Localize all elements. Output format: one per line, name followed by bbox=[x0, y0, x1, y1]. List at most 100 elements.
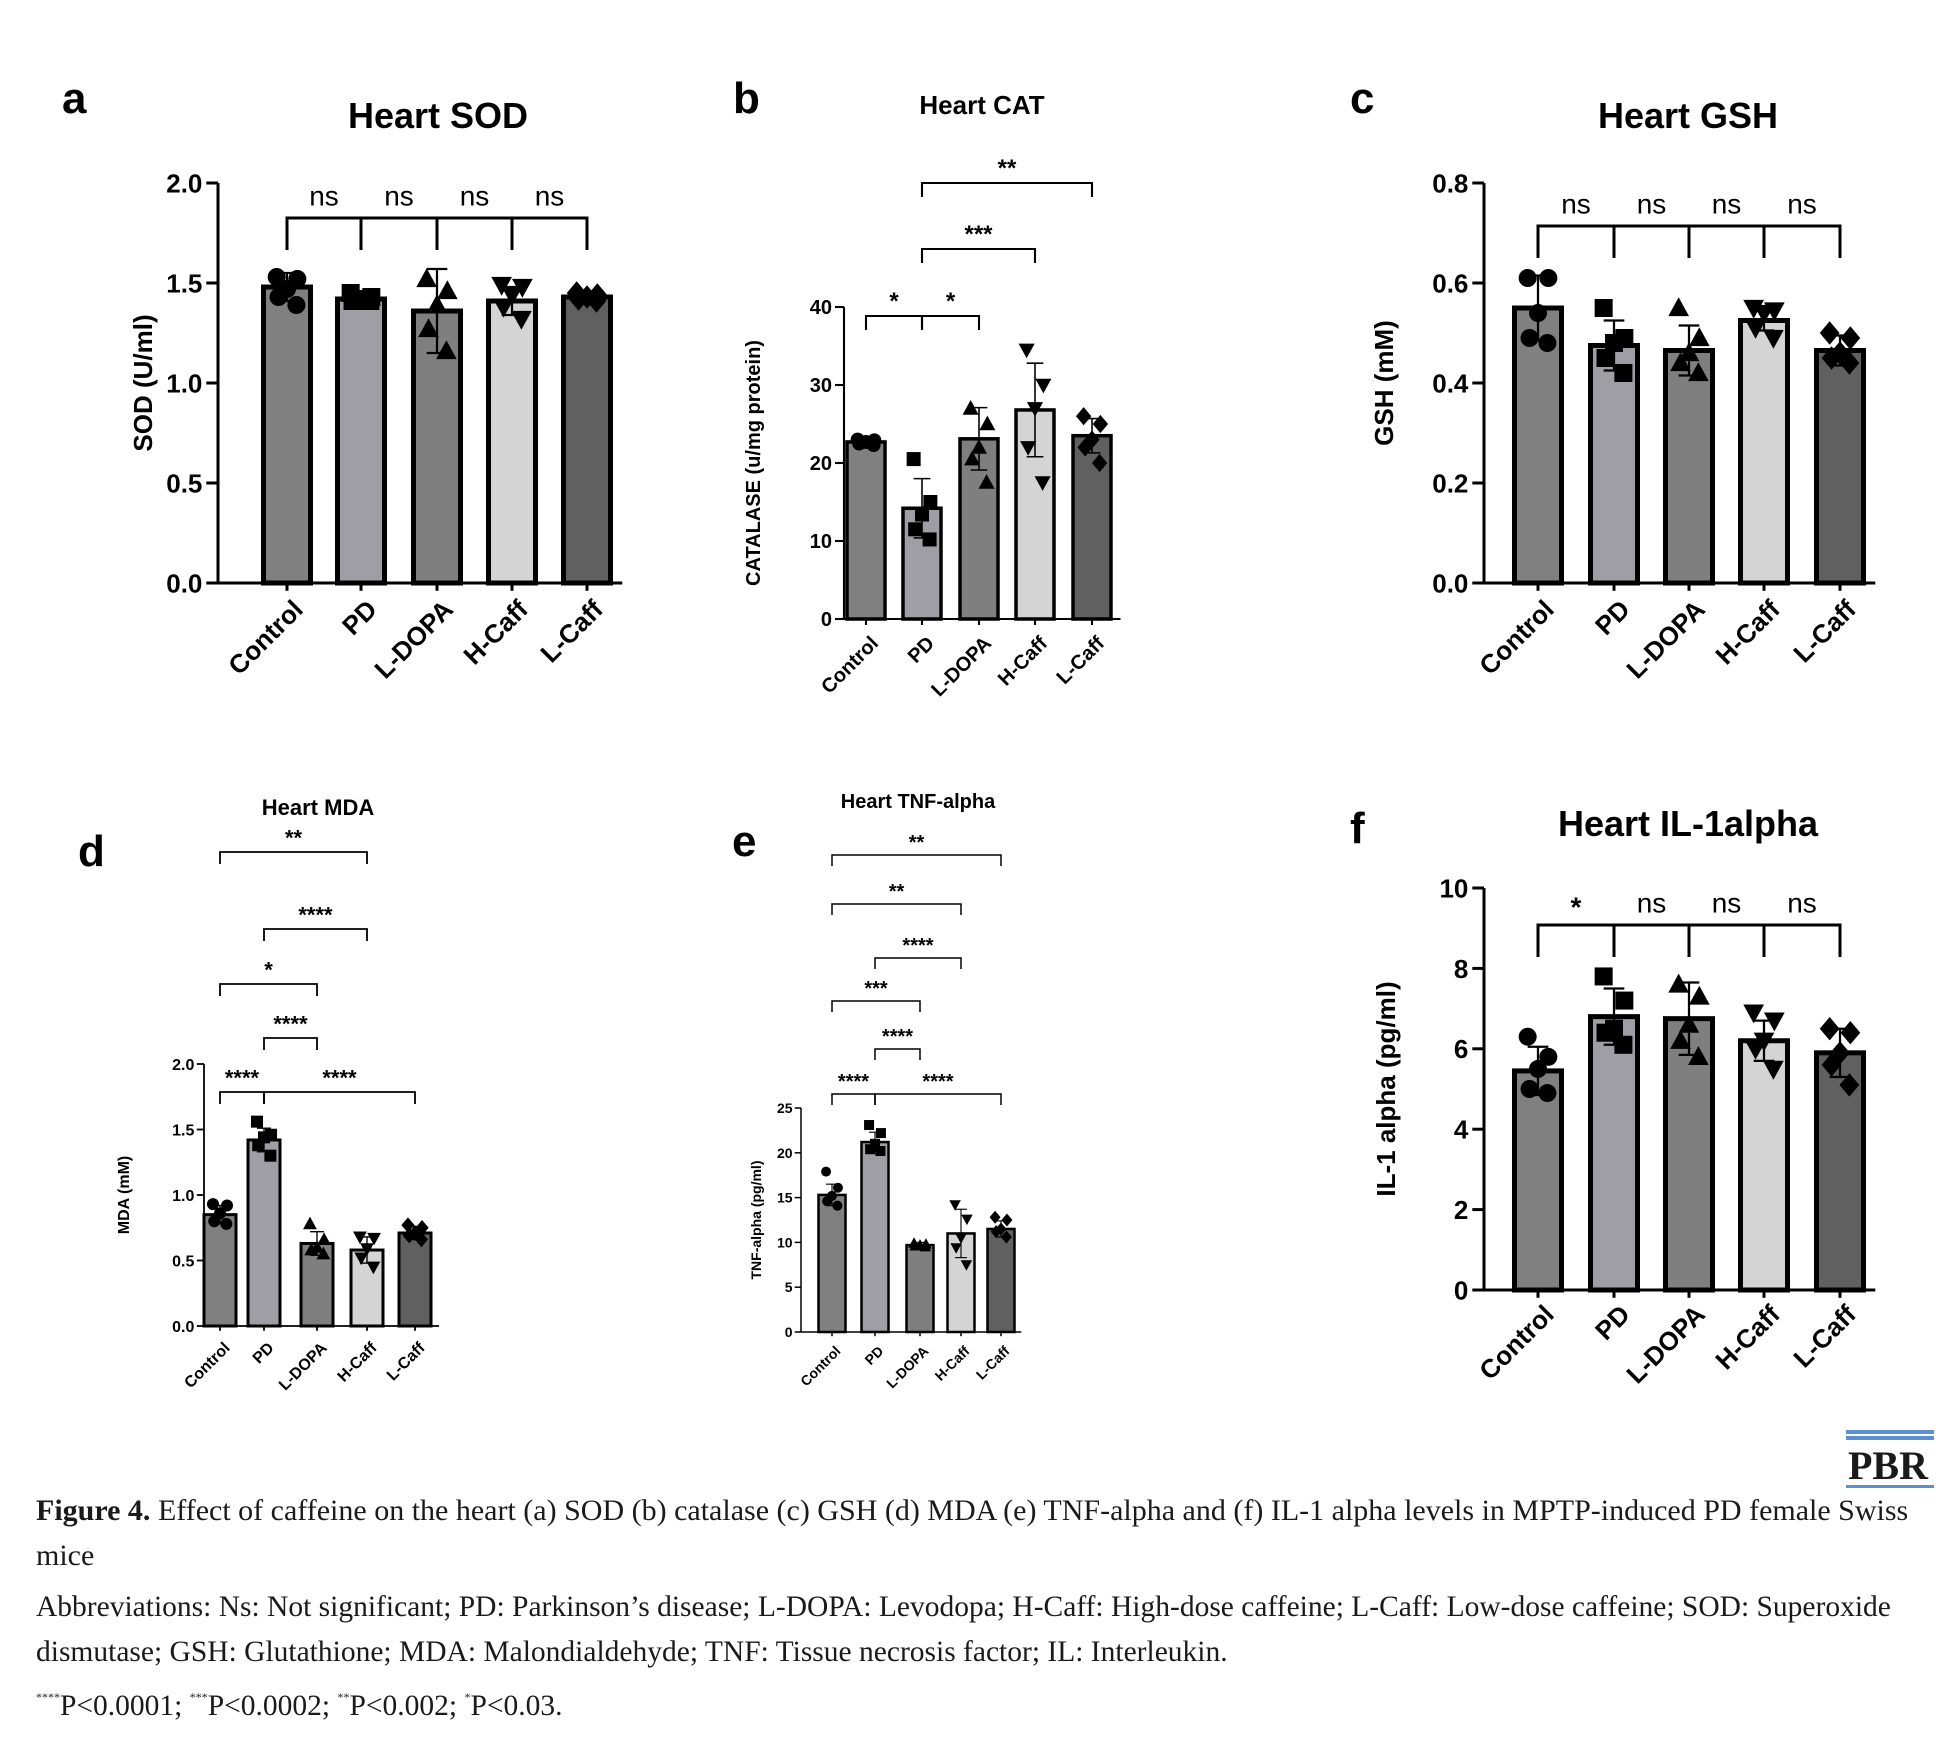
x-tick-label: H-Caff bbox=[932, 1343, 973, 1384]
data-point bbox=[1594, 967, 1613, 986]
data-point bbox=[915, 507, 929, 522]
p-text-4: P<0.0001; bbox=[60, 1690, 190, 1722]
data-point bbox=[317, 1232, 331, 1245]
data-point bbox=[1688, 1046, 1709, 1065]
data-point bbox=[267, 268, 286, 286]
data-point bbox=[1743, 1004, 1765, 1024]
significance-bracket bbox=[510, 216, 589, 250]
data-point bbox=[832, 1200, 843, 1211]
significance-label: *** bbox=[964, 221, 993, 248]
x-tick-label: L-Caff bbox=[1053, 632, 1110, 689]
p-text-1: P<0.03. bbox=[470, 1690, 563, 1722]
data-point bbox=[1668, 973, 1690, 993]
data-point bbox=[1821, 1053, 1842, 1077]
chart-panel-d: d Heart MDA 0.0 0.5 1.0 1.5 2.0 MDA (mM) Control… bbox=[78, 795, 439, 1394]
chart-title: Heart MDA bbox=[262, 795, 375, 820]
data-point bbox=[1821, 346, 1842, 370]
bar bbox=[905, 1243, 935, 1334]
data-point bbox=[909, 1239, 921, 1251]
significance-bracket bbox=[219, 851, 368, 864]
data-point bbox=[1518, 269, 1537, 287]
data-point bbox=[1020, 441, 1037, 456]
significance-bracket bbox=[874, 1048, 921, 1060]
data-point bbox=[1520, 1080, 1539, 1098]
significance-bracket bbox=[920, 314, 981, 330]
data-point bbox=[979, 415, 996, 431]
data-point bbox=[511, 310, 532, 330]
data-point bbox=[304, 1242, 319, 1256]
data-point bbox=[221, 1199, 234, 1212]
x-tick-label: Control bbox=[1473, 1299, 1560, 1386]
significance-label: ** bbox=[909, 832, 925, 854]
x-tick-label: Control bbox=[1473, 594, 1560, 681]
significance-label: ns bbox=[460, 180, 490, 211]
data-point bbox=[822, 1196, 833, 1207]
significance-bracket bbox=[1536, 224, 1616, 258]
data-point bbox=[964, 450, 981, 466]
figure-panels: a Heart SOD 0.0 0.5 1.0 1.5 2.0 SOD (U/ml) Contr… bbox=[62, 74, 1876, 1394]
figure-caption-text: Effect of caffeine on the heart (a) SOD … bbox=[36, 1494, 1909, 1572]
x-tick-label: Control bbox=[797, 1343, 844, 1390]
y-tick-label: 0 bbox=[821, 609, 832, 631]
y-tick-label: 1.5 bbox=[172, 1122, 194, 1139]
data-point bbox=[1819, 321, 1840, 345]
p-value-note: ****P<0.0001; ***P<0.0002; **P<0.002; *P… bbox=[36, 1677, 1936, 1726]
significance-label: ns bbox=[1712, 188, 1742, 219]
y-tick-label: 0.6 bbox=[1432, 268, 1468, 298]
data-point bbox=[970, 439, 988, 454]
data-point bbox=[1743, 299, 1765, 319]
data-point bbox=[353, 1231, 367, 1245]
y-tick-label: 0 bbox=[785, 1324, 793, 1340]
data-point bbox=[1688, 985, 1710, 1005]
x-tick-label: L-DOPA bbox=[1620, 1299, 1710, 1389]
panel-letter: a bbox=[62, 74, 87, 123]
figure-label: Figure 4. bbox=[36, 1494, 151, 1527]
data-point bbox=[493, 298, 514, 318]
data-point bbox=[250, 1115, 263, 1128]
data-point bbox=[416, 268, 438, 288]
data-point bbox=[922, 532, 937, 547]
y-tick-label: 8 bbox=[1454, 954, 1468, 984]
bar bbox=[1663, 348, 1715, 586]
data-point bbox=[1529, 1059, 1547, 1078]
significance-label: * bbox=[264, 957, 273, 982]
data-point bbox=[1026, 402, 1044, 417]
y-tick-label: 10 bbox=[777, 1234, 793, 1250]
p-stars-3: *** bbox=[189, 1690, 208, 1704]
data-point bbox=[501, 286, 523, 306]
x-tick-label: H-Caff bbox=[1709, 594, 1786, 671]
bar bbox=[860, 1140, 890, 1334]
significance-bracket bbox=[831, 854, 1002, 866]
chart-title: Heart SOD bbox=[348, 95, 528, 136]
x-tick-label: L-DOPA bbox=[276, 1339, 331, 1394]
y-axis-label: GSH (mM) bbox=[1369, 320, 1399, 446]
y-tick-label: 0.5 bbox=[166, 468, 202, 498]
data-point bbox=[832, 1182, 843, 1193]
x-tick-label: PD bbox=[904, 632, 939, 667]
data-point bbox=[208, 1215, 221, 1228]
data-point bbox=[875, 1128, 886, 1139]
chart-panel-e: e Heart TNF-alpha 0 5 10 15 20 25 TNF-alpha (pg/… bbox=[732, 791, 1022, 1391]
data-point bbox=[269, 288, 288, 306]
panel-letter: f bbox=[1350, 804, 1365, 853]
data-point bbox=[1084, 430, 1100, 449]
x-tick-label: PD bbox=[250, 1340, 278, 1368]
data-point bbox=[252, 1139, 265, 1152]
x-tick-label: PD bbox=[861, 1343, 886, 1368]
data-point bbox=[418, 318, 439, 338]
data-point bbox=[1763, 1012, 1785, 1032]
panel-letter: b bbox=[733, 74, 760, 123]
significance-bracket bbox=[831, 1093, 876, 1105]
data-point bbox=[1091, 453, 1108, 473]
logo-text: PBR bbox=[1848, 1443, 1928, 1488]
significance-label: ns bbox=[1637, 188, 1667, 219]
x-tick-label: Control bbox=[222, 594, 309, 681]
chart-title: Heart GSH bbox=[1598, 95, 1778, 136]
data-point bbox=[989, 1210, 1001, 1224]
x-tick-label: Control bbox=[817, 632, 883, 698]
data-point bbox=[568, 287, 589, 311]
data-point bbox=[955, 1233, 967, 1244]
data-point bbox=[354, 1252, 369, 1266]
data-point bbox=[962, 400, 979, 415]
data-point bbox=[220, 1217, 233, 1230]
